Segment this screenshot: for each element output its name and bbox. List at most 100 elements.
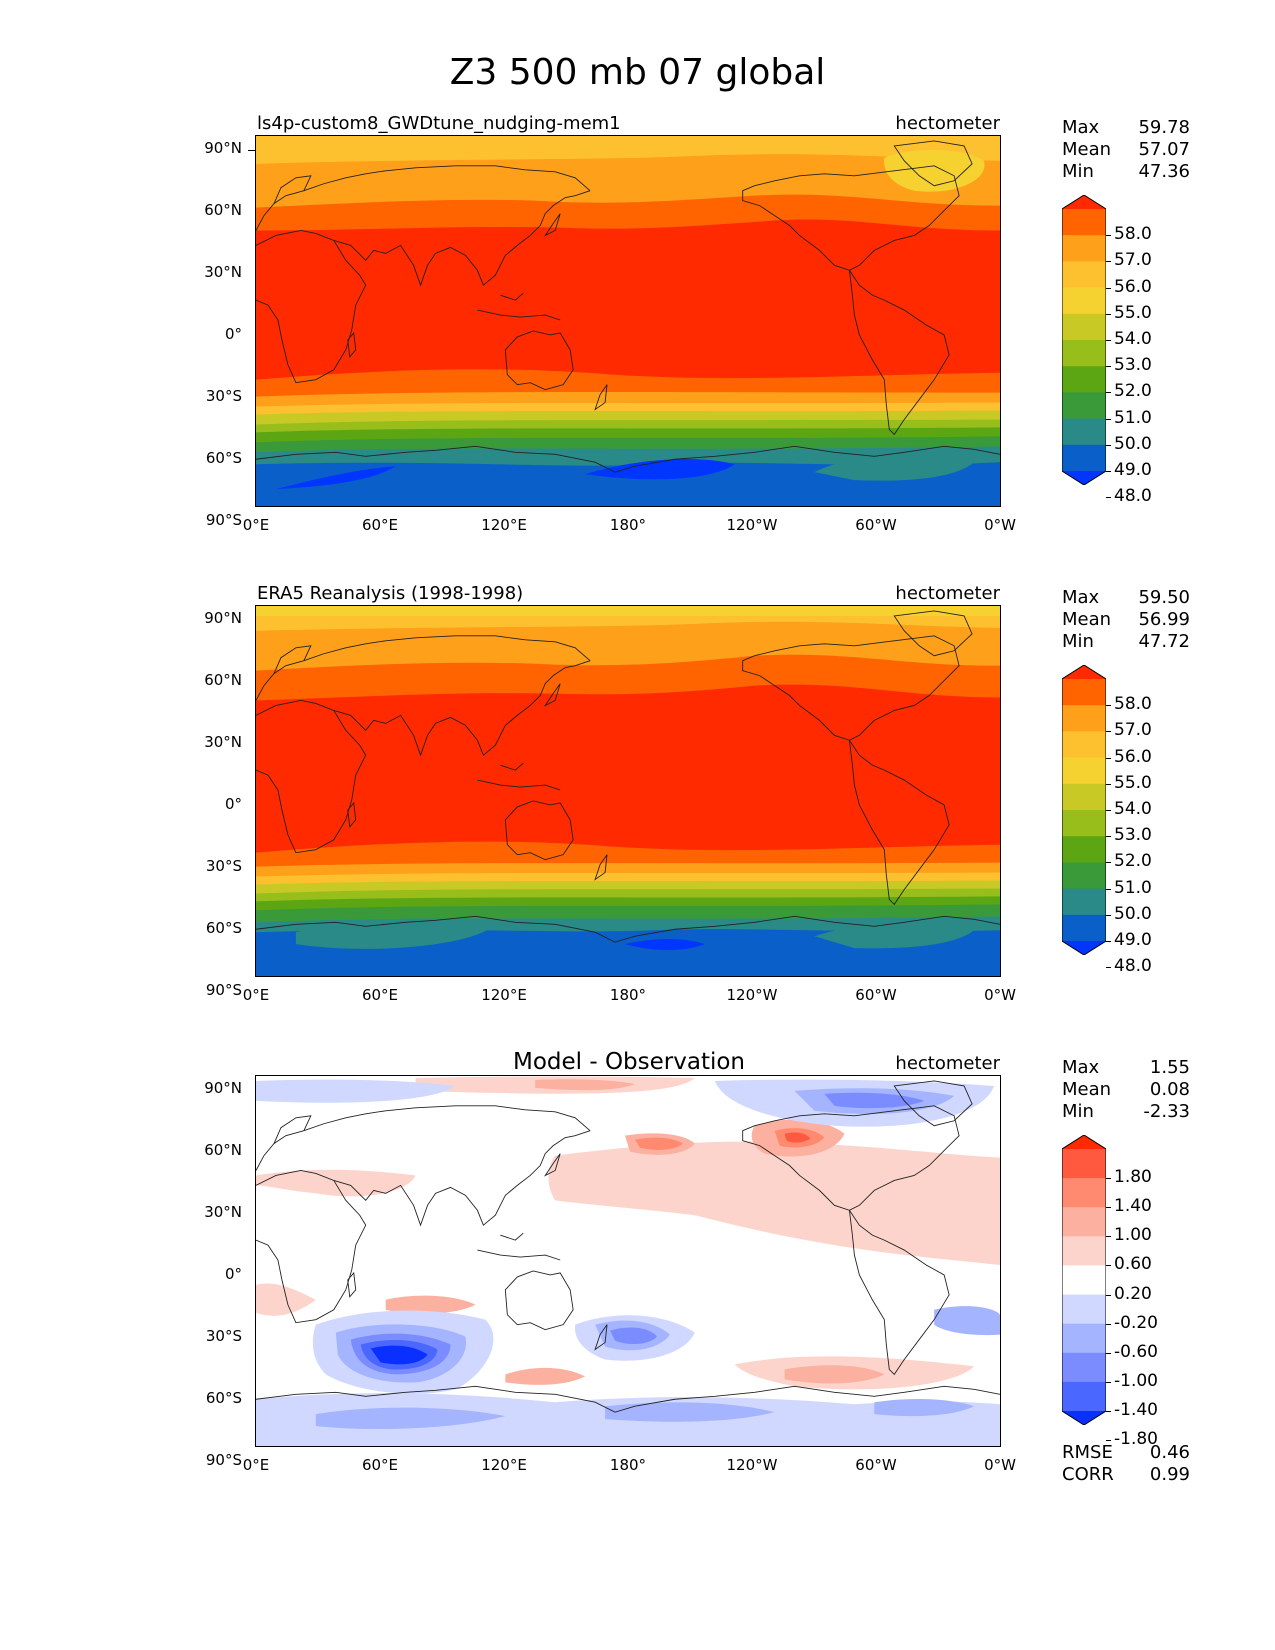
colorbar-segment <box>1062 392 1106 420</box>
metrics-box: RMSE 0.46 CORR 0.99 <box>1062 1442 1190 1486</box>
colorbar-tick <box>1106 471 1111 472</box>
colorbar-tick-label: 49.0 <box>1114 460 1152 480</box>
panel-model: ls4p-custom8_GWDtune_nudging-mem1 hectom… <box>0 105 1275 555</box>
colorbar-tick-label: 51.0 <box>1114 877 1152 898</box>
colorbar-tick-label: 54.0 <box>1114 799 1152 819</box>
colorbar-tick <box>1106 261 1111 263</box>
colorbar-tick <box>1106 340 1111 341</box>
colorbar-tick <box>1106 1207 1111 1209</box>
stat-max: 59.78 <box>1138 117 1190 138</box>
colorbar-segment <box>1062 783 1106 811</box>
metric-label: RMSE <box>1062 1442 1113 1463</box>
colorbar-tick <box>1106 705 1111 707</box>
colorbar-tick-label: 0.60 <box>1114 1254 1152 1275</box>
colorbar-tick-label: 56.0 <box>1114 746 1152 767</box>
stats-box: Max 59.50 Mean 56.99 Min 47.72 <box>1062 587 1190 653</box>
lon-label: 180° <box>609 986 647 1004</box>
colorbar-tick <box>1106 392 1111 394</box>
colorbar-tick-label: -1.80 <box>1114 1429 1158 1450</box>
lat-label: 30°S <box>205 1327 242 1345</box>
panel-obs: ERA5 Reanalysis (1998-1998) hectometer 9… <box>0 575 1275 1025</box>
colorbar-tick-label: 54.0 <box>1114 329 1152 349</box>
lat-label: 0° <box>224 325 242 343</box>
colorbar-segment <box>1062 757 1106 785</box>
colorbar-tick <box>1106 1294 1111 1296</box>
colorbar-segment <box>1062 313 1106 341</box>
colorbar <box>1062 195 1106 485</box>
colorbar-extend-max <box>1062 1135 1106 1149</box>
stat-min: -2.33 <box>1143 1101 1190 1122</box>
colorbar-segment <box>1062 209 1106 236</box>
colorbar-extend-min <box>1062 941 1106 955</box>
colorbar-tick-label: 57.0 <box>1114 250 1152 271</box>
panel-units: hectometer <box>895 1053 1000 1074</box>
colorbar-segment <box>1062 731 1106 759</box>
colorbar-tick <box>1106 287 1111 289</box>
colorbar-tick <box>1106 810 1111 811</box>
lat-label: 30°N <box>204 1203 242 1221</box>
colorbar-segment <box>1062 1207 1106 1237</box>
lat-label: 0° <box>224 795 242 813</box>
stat-label: Mean <box>1062 1079 1112 1100</box>
colorbar-segment <box>1062 1149 1106 1179</box>
colorbar-tick-label: 1.80 <box>1114 1167 1152 1188</box>
lat-label: 30°S <box>205 857 242 875</box>
colorbar-tick <box>1106 862 1111 864</box>
lon-label: 120°E <box>481 986 527 1004</box>
colorbar-segment <box>1062 1323 1106 1354</box>
colorbar-segment <box>1062 1352 1106 1383</box>
colorbar-tick <box>1106 1440 1111 1442</box>
lat-label: 60°N <box>204 201 242 219</box>
colorbar-tick-label: 57.0 <box>1114 720 1152 741</box>
colorbar-tick-label: 49.0 <box>1114 930 1152 950</box>
colorbar-tick-label: 56.0 <box>1114 276 1152 297</box>
colorbar-segment <box>1062 235 1106 262</box>
lat-label: 90°N <box>204 139 242 157</box>
lat-label: 90°N <box>204 609 242 627</box>
colorbar-extend-max <box>1062 665 1106 679</box>
lon-label: 120°W <box>726 516 778 534</box>
lon-label: 60°E <box>361 516 399 534</box>
stat-mean: 57.07 <box>1138 139 1190 160</box>
stat-label: Mean <box>1062 609 1112 630</box>
colorbar-tick <box>1106 888 1111 890</box>
lon-label: 60°E <box>361 1456 399 1474</box>
colorbar-tick-label: 0.20 <box>1114 1283 1152 1304</box>
map-obs <box>255 605 1001 977</box>
colorbar-tick <box>1106 1265 1111 1267</box>
lat-label: 30°N <box>204 733 242 751</box>
lat-label: 90°S <box>205 1451 242 1469</box>
lat-label: 60°S <box>205 919 242 937</box>
stat-min: 47.36 <box>1138 161 1190 182</box>
lat-label: 0° <box>224 1265 242 1283</box>
map-diff <box>255 1075 1001 1447</box>
stats-box: Max 59.78 Mean 57.07 Min 47.36 <box>1062 117 1190 183</box>
stat-label: Max <box>1062 587 1100 608</box>
colorbar-segment <box>1062 418 1106 446</box>
lat-label: 90°S <box>205 981 242 999</box>
stat-mean: 0.08 <box>1149 1079 1190 1100</box>
colorbar-tick-label: 55.0 <box>1114 302 1152 323</box>
colorbar-tick-label: 48.0 <box>1114 956 1152 977</box>
panel-diff: Model - Observation hectometer <box>0 1045 1275 1495</box>
colorbar-tick-label: 53.0 <box>1114 825 1152 846</box>
lon-label: 60°W <box>855 516 897 534</box>
colorbar-tick-label: -0.60 <box>1114 1341 1158 1362</box>
colorbar-tick-label: 51.0 <box>1114 407 1152 428</box>
colorbar-tick-label: 1.00 <box>1114 1225 1152 1246</box>
metric-label: CORR <box>1062 1464 1114 1485</box>
colorbar-segment <box>1062 1265 1106 1296</box>
colorbar-tick <box>1106 1411 1111 1412</box>
lon-label: 0°W <box>984 986 1016 1004</box>
lon-label: 120°E <box>481 516 527 534</box>
colorbar-segment <box>1062 836 1106 863</box>
colorbar <box>1062 665 1106 955</box>
colorbar-tick-label: 58.0 <box>1114 694 1152 715</box>
lon-label: 0°E <box>242 986 270 1004</box>
lat-label: 60°N <box>204 671 242 689</box>
colorbar-tick <box>1106 497 1111 499</box>
colorbar-segment <box>1062 705 1106 732</box>
colorbar-segment <box>1062 261 1106 289</box>
colorbar-segment <box>1062 679 1106 706</box>
stat-mean: 56.99 <box>1138 609 1190 630</box>
